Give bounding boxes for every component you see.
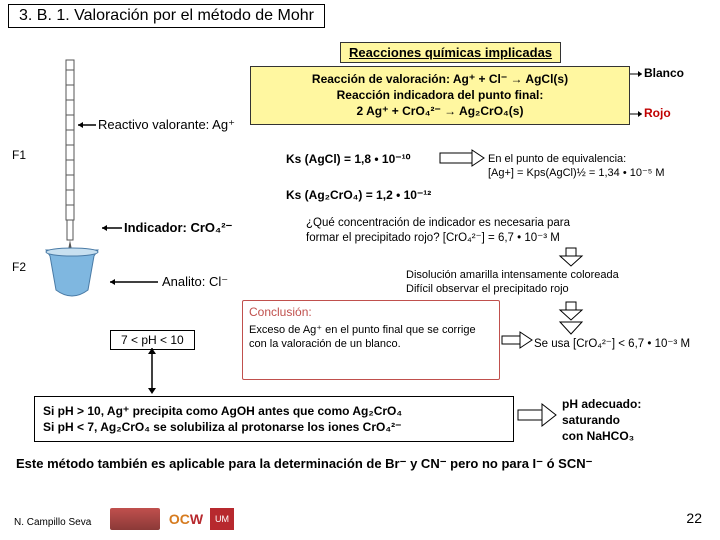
arrow-phrange-down: [142, 348, 162, 396]
conc-q-l2: formar el precipitado rojo? [CrO₄²⁻] = 6…: [306, 232, 560, 244]
burette-drawing: [60, 60, 82, 260]
arrow-to-analito: [108, 278, 160, 286]
arrow-ks-to-equiv: [440, 150, 484, 166]
f1-label: F1: [12, 148, 26, 162]
page-number: 22: [686, 510, 702, 526]
logo-um: UM: [210, 508, 234, 530]
ks2-value: Ks (Ag₂CrO₄) = 1,2 • 10⁻¹²: [286, 188, 431, 202]
concentration-question: ¿Qué concentración de indicador es neces…: [306, 216, 676, 246]
f2-label: F2: [12, 260, 26, 274]
ph-note-l2: Si pH < 7, Ag₂CrO₄ se solubiliza al prot…: [43, 419, 505, 435]
equiv-line1: En el punto de equivalencia:: [488, 152, 708, 166]
footer-author: N. Campillo Seva: [14, 517, 91, 528]
logo-1: [110, 508, 160, 530]
rojo-label: Rojo: [644, 106, 671, 120]
reactivo-label: Reactivo valorante: Ag⁺: [98, 117, 235, 133]
ph-range-box: 7 < pH < 10: [110, 330, 195, 350]
ph-adec-l1: pH adecuado:: [562, 396, 712, 412]
ph-note-box: Si pH > 10, Ag⁺ precipita como AgOH ante…: [34, 396, 514, 442]
disolucion-text: Disolución amarilla intensamente colorea…: [406, 268, 716, 297]
ks1-value: Ks (AgCl) = 1,8 • 10⁻¹⁰: [286, 152, 410, 166]
arrow-conclusion-right: [502, 332, 532, 348]
arrow-down-3: [560, 322, 582, 336]
conclusion-header: Conclusión:: [249, 305, 493, 321]
reaction-line3: 2 Ag⁺ + CrO₄²⁻ → Ag₂CrO₄(s): [257, 103, 623, 119]
equiv-line2: [Ag+] = Kps(AgCl)½ = 1,34 • 10⁻⁵ M: [488, 166, 708, 180]
ph-adec-l3: con NaHCO₃: [562, 428, 712, 444]
conc-q-l1: ¿Qué concentración de indicador es neces…: [306, 217, 570, 229]
equivalence-text: En el punto de equivalencia: [Ag+] = Kps…: [488, 152, 708, 181]
seusa-text: Se usa [CrO₄²⁻] < 6,7 • 10⁻³ M: [534, 336, 690, 350]
disol-l1: Disolución amarilla intensamente colorea…: [406, 268, 716, 282]
arrow-down-1: [560, 248, 582, 266]
reactions-heading: Reacciones químicas implicadas: [340, 42, 561, 63]
arrow-to-rojo: [630, 110, 644, 118]
flask-drawing: [36, 242, 108, 306]
arrow-ph-adec: [518, 404, 556, 426]
arrow-to-indicador: [100, 224, 124, 232]
reactions-box: Reacción de valoración: Ag⁺ + Cl⁻ → AgCl…: [250, 66, 630, 125]
arrow-to-reactivo: [76, 121, 98, 129]
aplicable-text: Este método también es aplicable para la…: [16, 456, 704, 472]
section-title: 3. B. 1. Valoración por el método de Moh…: [8, 4, 325, 28]
reaction-line1: Reacción de valoración: Ag⁺ + Cl⁻ → AgCl…: [257, 71, 623, 87]
arrow-down-2: [560, 302, 582, 320]
ph-adec-l2: saturando: [562, 412, 712, 428]
indicador-label: Indicador: CrO₄²⁻: [124, 220, 232, 236]
ph-adecuado-text: pH adecuado: saturando con NaHCO₃: [562, 396, 712, 445]
arrow-flask-from-burette: [50, 250, 64, 280]
disol-l2: Difícil observar el precipitado rojo: [406, 282, 716, 296]
logo-ocw: OCW: [172, 508, 200, 530]
arrow-to-blanco: [630, 70, 644, 78]
conclusion-box: Conclusión: Exceso de Ag⁺ en el punto fi…: [242, 300, 500, 380]
ph-note-l1: Si pH > 10, Ag⁺ precipita como AgOH ante…: [43, 403, 505, 419]
analito-label: Analito: Cl⁻: [162, 274, 228, 290]
conclusion-body: Exceso de Ag⁺ en el punto final que se c…: [249, 323, 493, 352]
reaction-line2: Reacción indicadora del punto final:: [257, 87, 623, 103]
blanco-label: Blanco: [644, 66, 684, 80]
